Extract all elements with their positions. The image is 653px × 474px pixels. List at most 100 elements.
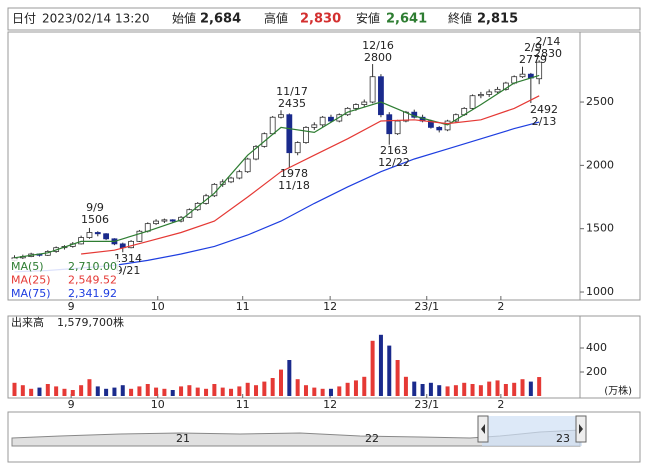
y-tick-label: 2000 (586, 158, 614, 171)
annotation-price: 2830 (534, 47, 562, 60)
volume-bar (445, 386, 450, 396)
volume-bar (487, 381, 492, 396)
x-tick-label: 23/1 (414, 300, 439, 313)
volume-bar (412, 381, 417, 396)
annotation-price: 1314 (114, 252, 142, 265)
annotation-date: 11/18 (278, 179, 310, 192)
volume-bar (270, 378, 275, 396)
open-value: 2,684 (200, 12, 241, 27)
volume-label: 出来高 (11, 315, 44, 329)
navigator-window[interactable] (482, 416, 582, 446)
volume-bar (212, 384, 217, 396)
annotation-price: 1978 (280, 167, 308, 180)
annotation-price: 1506 (81, 213, 109, 226)
legend-name: MA(5) (11, 260, 44, 273)
volume-bar (145, 384, 150, 396)
candle-body (477, 94, 484, 97)
x-tick-label: 12 (323, 398, 337, 411)
legend-name: MA(25) (11, 274, 51, 287)
candle-body (269, 116, 276, 135)
ma-line (14, 74, 540, 259)
candle-body (294, 142, 301, 154)
handle-arrow (481, 424, 485, 434)
volume-bar (303, 385, 308, 396)
candle-body (536, 61, 543, 80)
candle-body (236, 171, 243, 179)
candle-body (228, 177, 234, 183)
volume-bar (312, 387, 317, 396)
annotation-date: 2/13 (532, 115, 557, 128)
volume-bar (428, 382, 433, 396)
legend-value: 2,710.00 (68, 260, 117, 273)
volume-bar (537, 377, 542, 396)
volume-bar (420, 384, 425, 396)
volume-bar (470, 384, 475, 396)
volume-bar (370, 340, 375, 396)
annotation-date: 12/22 (378, 156, 410, 169)
candle-body (153, 220, 159, 225)
x-tick-label: 2 (497, 300, 504, 313)
high-label: 高値 (264, 11, 288, 26)
annotation-date: 11/17 (276, 85, 308, 98)
volume-bar (254, 385, 259, 396)
x-tick-label: 10 (151, 300, 165, 313)
candle-body (378, 76, 384, 116)
volume-bar (512, 382, 517, 396)
y-tick-label: 400 (586, 341, 607, 354)
candle-body (278, 114, 284, 118)
volume-bar (353, 380, 358, 396)
candle-body (436, 126, 443, 131)
volume-bar (87, 379, 92, 396)
legend-value: 2,341.92 (68, 287, 117, 300)
candle-body (103, 233, 110, 240)
volume-bar (179, 386, 184, 396)
candle-body (253, 145, 259, 160)
candle-body (353, 104, 359, 109)
low-label: 安値 (356, 11, 380, 26)
candle-body (78, 237, 85, 245)
volume-bar (362, 376, 367, 396)
candle-body (244, 158, 251, 173)
volume-bar (337, 386, 342, 396)
volume-bar (37, 387, 42, 396)
candle-body (444, 120, 451, 131)
close-label: 終値 (448, 11, 472, 26)
header-box (7, 7, 641, 31)
candle-body (394, 120, 401, 135)
volume-bar (187, 385, 192, 396)
x-tick-label: 2 (497, 398, 504, 411)
x-tick-label: 23/1 (414, 398, 439, 411)
volume-bar (320, 388, 325, 396)
y-tick-label: 1000 (586, 285, 614, 298)
date-label: 日付 (12, 12, 36, 26)
candle-body (519, 73, 526, 78)
y-tick-label: 200 (586, 365, 607, 378)
volume-bar (220, 387, 225, 396)
volume-bar (154, 387, 159, 396)
volume-bar (62, 388, 67, 396)
annotation-price: 2435 (278, 97, 306, 110)
candle-body (286, 114, 293, 154)
date: 2023/02/14 13:20 (42, 12, 150, 26)
volume-bar (245, 382, 250, 396)
handle-arrow (579, 424, 583, 434)
volume-bar (95, 386, 100, 396)
volume-bar (262, 381, 267, 396)
y-tick-label: 2500 (586, 95, 614, 108)
x-tick-label: 9 (68, 300, 75, 313)
high-value: 2,830 (300, 12, 341, 27)
x-tick-label: 11 (236, 300, 250, 313)
volume-bar (279, 369, 283, 396)
y-tick-label: 1500 (586, 222, 614, 235)
volume-bar (45, 384, 50, 396)
volume-bar (453, 385, 458, 396)
candle-body (469, 95, 476, 109)
navigator-label: 22 (365, 432, 379, 445)
candle-body (369, 76, 376, 103)
volume-bar (54, 386, 59, 396)
candle-body (261, 133, 268, 147)
annotation-price: 2492 (530, 103, 558, 116)
x-tick-label: 10 (151, 398, 165, 411)
low-value: 2,641 (386, 12, 427, 27)
candle-body (311, 124, 318, 128)
